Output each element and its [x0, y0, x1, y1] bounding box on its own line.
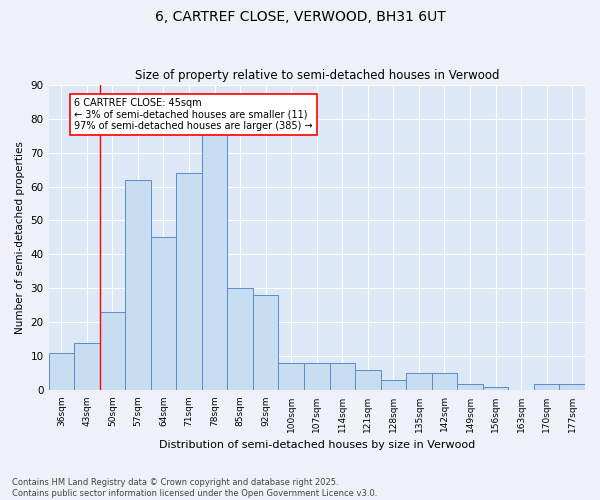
- Bar: [329, 363, 355, 390]
- Text: 6 CARTREF CLOSE: 45sqm
← 3% of semi-detached houses are smaller (11)
97% of semi: 6 CARTREF CLOSE: 45sqm ← 3% of semi-deta…: [74, 98, 313, 132]
- Bar: [278, 363, 304, 390]
- Y-axis label: Number of semi-detached properties: Number of semi-detached properties: [15, 141, 25, 334]
- Bar: [100, 312, 125, 390]
- Bar: [483, 387, 508, 390]
- Bar: [49, 353, 74, 391]
- Bar: [74, 343, 100, 390]
- Bar: [534, 384, 559, 390]
- Bar: [253, 296, 278, 390]
- Bar: [227, 288, 253, 390]
- Bar: [176, 173, 202, 390]
- Bar: [457, 384, 483, 390]
- Title: Size of property relative to semi-detached houses in Verwood: Size of property relative to semi-detach…: [134, 69, 499, 82]
- Bar: [380, 380, 406, 390]
- Bar: [406, 374, 432, 390]
- X-axis label: Distribution of semi-detached houses by size in Verwood: Distribution of semi-detached houses by …: [158, 440, 475, 450]
- Text: 6, CARTREF CLOSE, VERWOOD, BH31 6UT: 6, CARTREF CLOSE, VERWOOD, BH31 6UT: [155, 10, 445, 24]
- Text: Contains HM Land Registry data © Crown copyright and database right 2025.
Contai: Contains HM Land Registry data © Crown c…: [12, 478, 377, 498]
- Bar: [125, 180, 151, 390]
- Bar: [151, 238, 176, 390]
- Bar: [559, 384, 585, 390]
- Bar: [355, 370, 380, 390]
- Bar: [304, 363, 329, 390]
- Bar: [202, 132, 227, 390]
- Bar: [432, 374, 457, 390]
